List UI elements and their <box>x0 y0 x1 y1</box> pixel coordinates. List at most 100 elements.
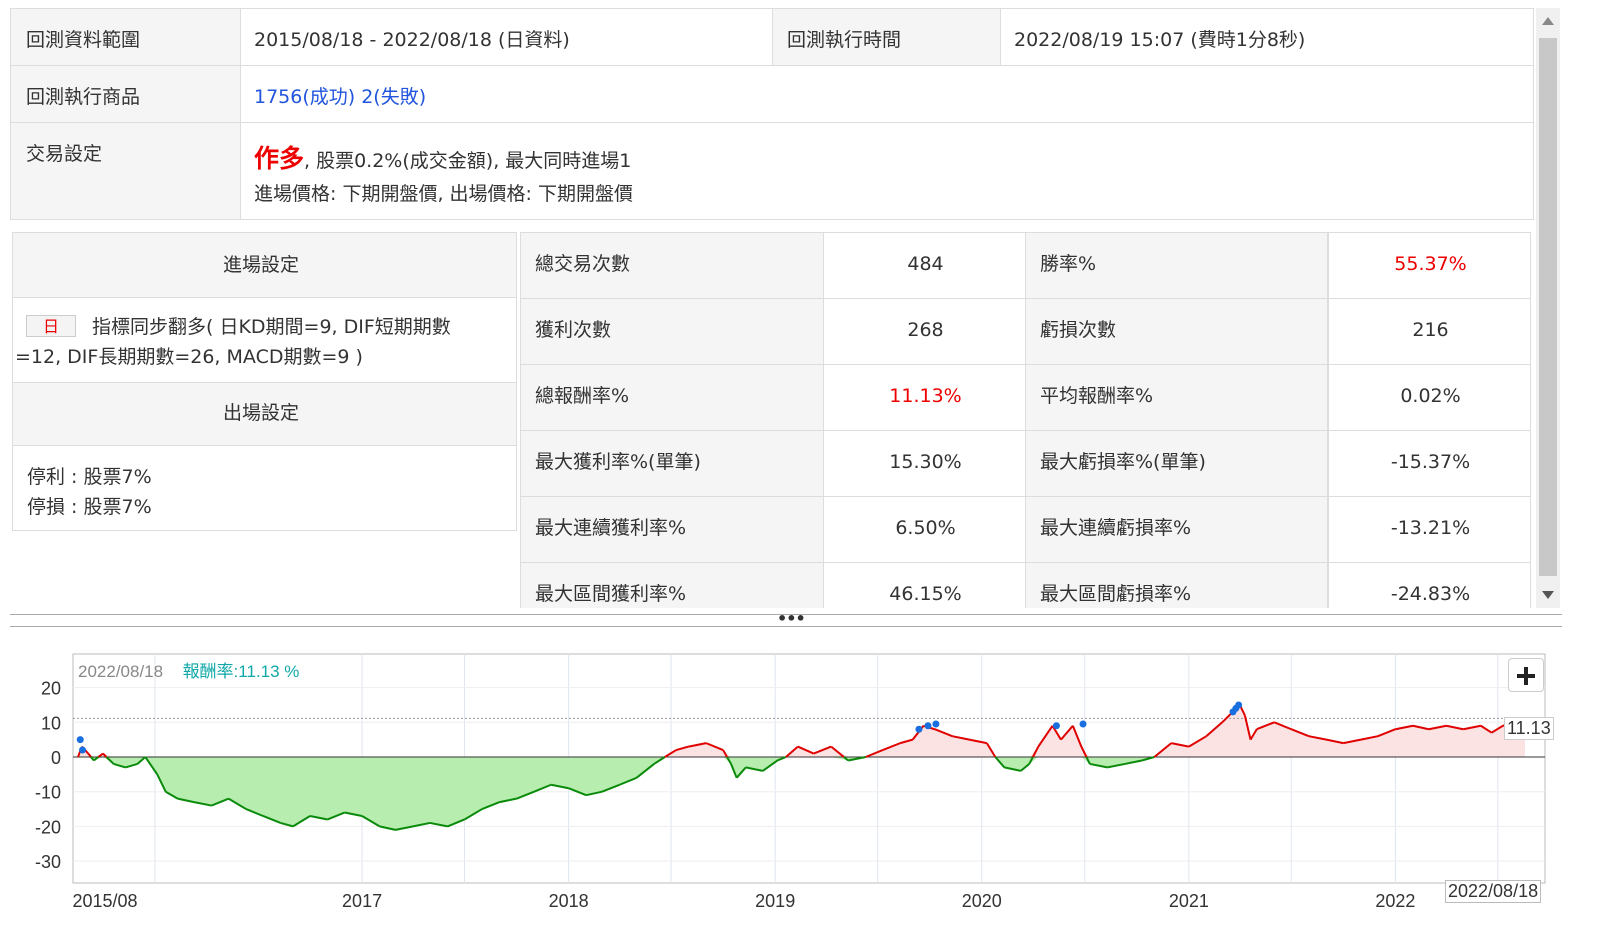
stats-cell: 484 <box>823 232 1026 299</box>
stat-value: 216 <box>1412 319 1449 341</box>
legend-value: 11.13 % <box>238 662 300 681</box>
plus-icon-v <box>1524 667 1528 685</box>
range-value: 2015/08/18 - 2022/08/18 (日資料) <box>254 29 570 51</box>
equity-chart-svg[interactable]: 20 10 0 -10 -20 -30 2015/08 2017 2018 2019 2020 202… <box>0 630 1608 943</box>
products-label-cell: 回測執行商品 <box>10 65 241 123</box>
equity-line-segment <box>1060 725 1074 741</box>
equity-line-segment <box>813 745 832 755</box>
equity-line-segment <box>395 825 414 831</box>
equity-line-segment <box>830 745 845 758</box>
equity-line-segment <box>280 821 294 828</box>
equity-line-segment <box>1020 763 1030 772</box>
equity-line-segment <box>568 787 587 797</box>
scroll-down-arrow[interactable] <box>1536 582 1560 608</box>
profit-area <box>78 704 1525 757</box>
equity-line-segment <box>1308 735 1327 741</box>
equity-line-segment <box>785 745 799 758</box>
stats-cell: 最大區間獲利率% <box>520 562 824 608</box>
equity-line-segment <box>193 801 212 807</box>
equity-line-segment <box>797 745 815 755</box>
scroll-thumb[interactable] <box>1539 38 1557 576</box>
entry-header: 進場設定 <box>12 232 517 298</box>
ellipsis-icon: ••• <box>777 609 806 628</box>
y-tick-label: 20 <box>41 679 61 699</box>
stat-value: -13.21% <box>1390 517 1471 539</box>
equity-line-segment <box>1080 746 1088 758</box>
equity-line-segment <box>102 752 108 758</box>
equity-line-segment <box>262 815 281 824</box>
equity-line-segment <box>865 749 884 758</box>
trade-marker <box>932 720 940 728</box>
stat-value: 0.02% <box>1400 385 1461 407</box>
equity-line-segment <box>664 749 677 758</box>
y-tick-label: -10 <box>35 783 61 803</box>
products-value-link[interactable]: 1756(成功) 2(失敗) <box>254 86 427 108</box>
daily-badge: 日 <box>26 315 76 337</box>
stat-label: 最大獲利率%(單筆) <box>535 451 701 473</box>
exec-time-label: 回測執行時間 <box>787 29 902 51</box>
equity-line-segment <box>1446 724 1464 731</box>
stat-label: 虧損次數 <box>1040 319 1117 341</box>
stats-cell: 55.37% <box>1328 232 1531 299</box>
stats-cell: 獲利次數 <box>520 298 824 365</box>
zoom-button[interactable] <box>1508 658 1544 692</box>
triangle-up-icon <box>1542 17 1554 25</box>
x-tick-label: 2015/08 <box>72 891 137 911</box>
last-value-tag: 11.13 <box>1504 717 1554 740</box>
entry-body: 日 指標同步翻多( 日KD期間=9, DIF短期期數 =12, DIF長期期數=… <box>12 297 517 383</box>
exec-time-value: 2022/08/19 15:07 (費時1分8秒) <box>1014 29 1306 51</box>
trade-value-cell: 作多, 股票0.2%(成交金額), 最大同時進場1 進場價格: 下期開盤價, 出… <box>240 122 1534 220</box>
equity-line-segment <box>601 783 620 793</box>
stat-value: -15.37% <box>1390 451 1471 473</box>
equity-line-segment <box>1032 746 1040 758</box>
products-value-cell: 1756(成功) 2(失敗) <box>240 65 1534 123</box>
loss-area <box>78 757 1525 830</box>
equity-line-segment <box>1107 762 1126 769</box>
x-tick-label: 2022 <box>1375 891 1415 911</box>
equity-line-segment <box>1089 762 1108 769</box>
stat-value: 268 <box>907 319 944 341</box>
equity-line-segment <box>675 745 689 752</box>
stop-loss-text: 停損 : 股票7% <box>27 496 152 518</box>
splitter-line <box>10 614 1562 615</box>
equity-line-segment <box>985 742 997 758</box>
stat-value: 6.50% <box>895 517 956 539</box>
y-tick-label: 0 <box>51 748 61 768</box>
x-tick-label: 2019 <box>755 891 795 911</box>
equity-line-segment <box>165 790 179 800</box>
stats-cell: 虧損次數 <box>1025 298 1328 365</box>
equity-line-segment <box>412 821 431 828</box>
trade-marker <box>76 736 84 744</box>
panel-splitter[interactable]: ••• <box>10 609 1562 628</box>
exit-body: 停利 : 股票7% 停損 : 股票7% <box>12 445 517 531</box>
equity-line-segment <box>429 821 448 828</box>
trade-marker <box>1235 701 1243 709</box>
equity-chart[interactable]: 20 10 0 -10 -20 -30 2015/08 2017 2018 2019 2020 202… <box>0 630 1608 943</box>
equity-line-segment <box>688 742 707 748</box>
triangle-down-icon <box>1542 591 1554 599</box>
equity-line-segment <box>1491 724 1504 734</box>
entry-condition-line-2: =12, DIF長期期數=26, MACD期數=9 ) <box>15 346 363 368</box>
equity-line-segment <box>292 815 311 828</box>
equity-line-segment <box>899 738 913 745</box>
equity-line-segment <box>379 825 396 831</box>
stats-cell: 最大獲利率%(單筆) <box>520 430 824 497</box>
equity-line-segment <box>969 738 988 745</box>
equity-line-segment <box>1256 721 1275 731</box>
equity-line-segment <box>1141 756 1155 762</box>
stats-cell: 216 <box>1328 298 1531 365</box>
scroll-up-arrow[interactable] <box>1536 8 1560 34</box>
equity-line-segment <box>1360 735 1379 741</box>
exec-time-value-cell: 2022/08/19 15:07 (費時1分8秒) <box>1000 8 1534 66</box>
stat-label: 最大區間獲利率% <box>535 583 687 605</box>
stat-value: 55.37% <box>1394 253 1467 275</box>
equity-line-segment <box>735 766 747 779</box>
equity-line-segment <box>762 759 779 772</box>
equity-line-segment <box>1249 728 1258 741</box>
stat-label: 最大虧損率%(單筆) <box>1040 451 1206 473</box>
equity-line-segment <box>745 766 763 772</box>
vertical-scrollbar[interactable] <box>1536 8 1560 608</box>
equity-line-segment <box>1085 756 1091 765</box>
equity-line-segment <box>211 797 229 807</box>
equity-line-segment <box>1273 721 1292 731</box>
